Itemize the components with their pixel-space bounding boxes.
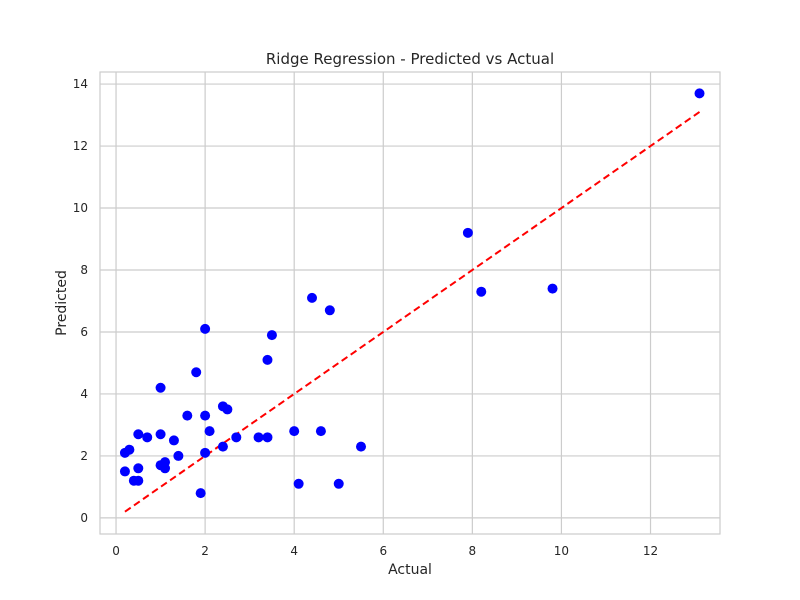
data-point: [133, 475, 144, 486]
data-point: [168, 435, 179, 446]
data-point: [289, 426, 300, 437]
data-point: [204, 426, 215, 437]
x-tick-label: 0: [112, 544, 120, 558]
y-tick-label: 12: [73, 139, 88, 153]
data-point: [191, 367, 202, 378]
data-point: [200, 447, 211, 458]
x-tick-label: 12: [643, 544, 658, 558]
y-tick-label: 2: [80, 449, 88, 463]
y-tick-label: 8: [80, 263, 88, 277]
x-tick-label: 4: [290, 544, 298, 558]
data-point: [124, 444, 135, 455]
x-tick-label: 6: [379, 544, 387, 558]
data-point: [293, 478, 304, 489]
data-point: [315, 426, 326, 437]
x-tick-labels: 0 2 4 6 8 10 12: [112, 544, 658, 558]
y-tick-label: 10: [73, 201, 88, 215]
x-axis-label: Actual: [388, 562, 432, 578]
data-point: [173, 450, 184, 461]
data-point: [200, 323, 211, 334]
data-point: [333, 478, 344, 489]
data-point: [160, 463, 171, 474]
data-point: [266, 330, 277, 341]
y-tick-label: 6: [80, 325, 88, 339]
data-points: [119, 88, 705, 499]
chart-title: Ridge Regression - Predicted vs Actual: [266, 50, 554, 68]
x-tick-label: 10: [554, 544, 569, 558]
data-point: [462, 227, 473, 238]
data-point: [182, 410, 193, 421]
y-tick-label: 0: [80, 511, 88, 525]
data-point: [155, 429, 166, 440]
data-point: [307, 292, 318, 303]
data-point: [356, 441, 367, 452]
x-tick-label: 2: [201, 544, 209, 558]
data-point: [133, 429, 144, 440]
data-point: [155, 382, 166, 393]
data-point: [694, 88, 705, 99]
data-point: [476, 286, 487, 297]
plot-frame: [99, 71, 721, 535]
data-point: [133, 463, 144, 474]
data-point: [231, 432, 242, 443]
data-point: [253, 432, 264, 443]
y-tick-label: 4: [80, 387, 88, 401]
data-point: [262, 432, 273, 443]
data-point: [324, 305, 335, 316]
data-point: [222, 404, 233, 415]
data-point: [262, 354, 273, 365]
data-point: [547, 283, 558, 294]
y-axis-label: Predicted: [54, 270, 70, 336]
data-point: [200, 410, 211, 421]
data-point: [195, 488, 206, 499]
data-point: [142, 432, 153, 443]
data-point: [119, 466, 130, 477]
y-tick-label: 14: [73, 77, 88, 91]
y-tick-labels: 0 2 4 6 8 10 12 14: [73, 77, 88, 525]
data-point: [217, 441, 228, 452]
x-tick-label: 8: [469, 544, 477, 558]
